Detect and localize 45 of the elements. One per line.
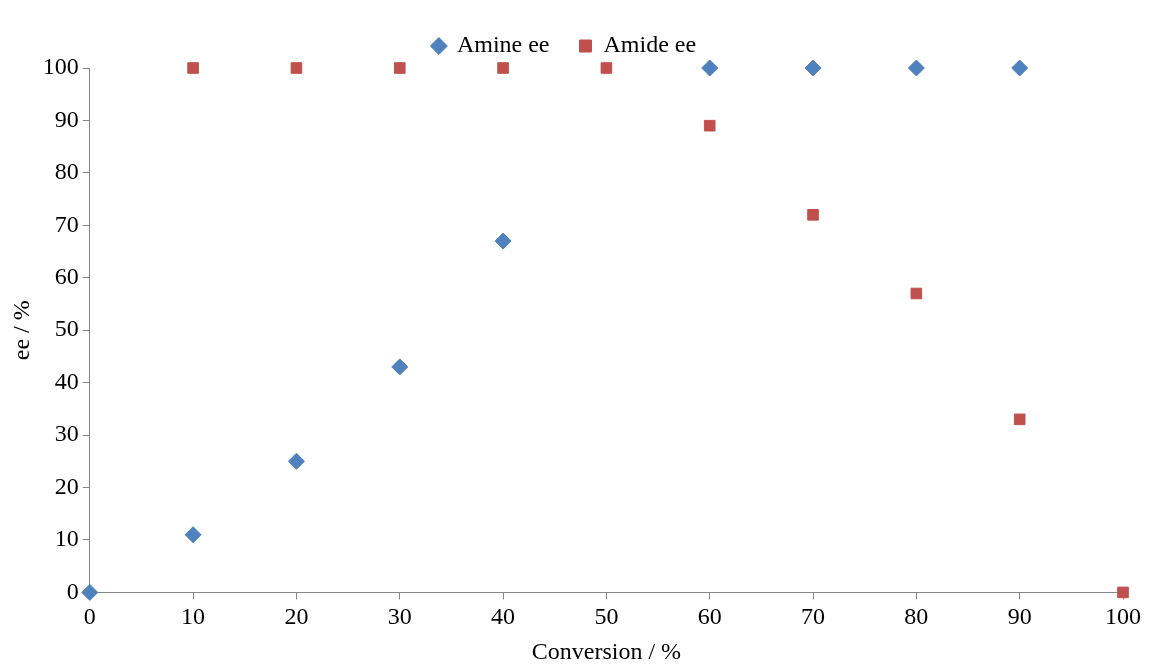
y-tick-label: 30 bbox=[54, 420, 79, 447]
legend-label: Amide ee bbox=[603, 31, 697, 58]
x-tick-label: 100 bbox=[1105, 603, 1141, 630]
x-axis-title: Conversion / % bbox=[531, 637, 682, 664]
point bbox=[393, 62, 406, 74]
x-tick-label: 90 bbox=[1007, 603, 1032, 630]
legend-label: Amine ee bbox=[456, 31, 550, 58]
y-tick-label: 20 bbox=[54, 472, 79, 499]
point bbox=[703, 119, 716, 132]
x-tick-label: 40 bbox=[491, 603, 516, 630]
point bbox=[807, 209, 819, 221]
point bbox=[287, 452, 305, 470]
point bbox=[184, 526, 202, 544]
x-tick-label: 30 bbox=[387, 603, 412, 630]
point bbox=[391, 358, 409, 376]
point bbox=[1117, 586, 1129, 599]
y-tick-label: 100 bbox=[42, 53, 79, 80]
point bbox=[187, 62, 199, 74]
x-tick-label: 20 bbox=[284, 603, 309, 630]
x-tick-label: 70 bbox=[801, 603, 826, 630]
x-tick-label: 10 bbox=[181, 603, 206, 630]
y-tick-label: 60 bbox=[54, 263, 79, 290]
point bbox=[494, 232, 512, 250]
point bbox=[600, 62, 613, 74]
y-tick-label: 70 bbox=[54, 210, 79, 237]
point bbox=[701, 59, 719, 77]
point bbox=[907, 59, 925, 77]
point bbox=[497, 62, 509, 74]
point bbox=[910, 287, 923, 300]
y-tick-label: 90 bbox=[54, 105, 79, 132]
x-tick-label: 0 bbox=[83, 603, 96, 630]
y-tick-label: 10 bbox=[54, 525, 79, 552]
point bbox=[1011, 59, 1029, 77]
y-tick-label: 50 bbox=[54, 315, 79, 342]
y-axis-title: ee / % bbox=[7, 300, 34, 361]
x-tick-label: 80 bbox=[904, 603, 929, 630]
point bbox=[81, 583, 99, 601]
x-tick-label: 50 bbox=[594, 603, 619, 630]
point bbox=[804, 59, 822, 77]
x-tick-label: 60 bbox=[697, 603, 722, 630]
point bbox=[290, 62, 303, 74]
y-tick-label: 0 bbox=[66, 577, 79, 604]
point bbox=[1013, 413, 1026, 426]
y-tick-label: 80 bbox=[54, 158, 79, 185]
y-tick-label: 40 bbox=[54, 367, 79, 394]
